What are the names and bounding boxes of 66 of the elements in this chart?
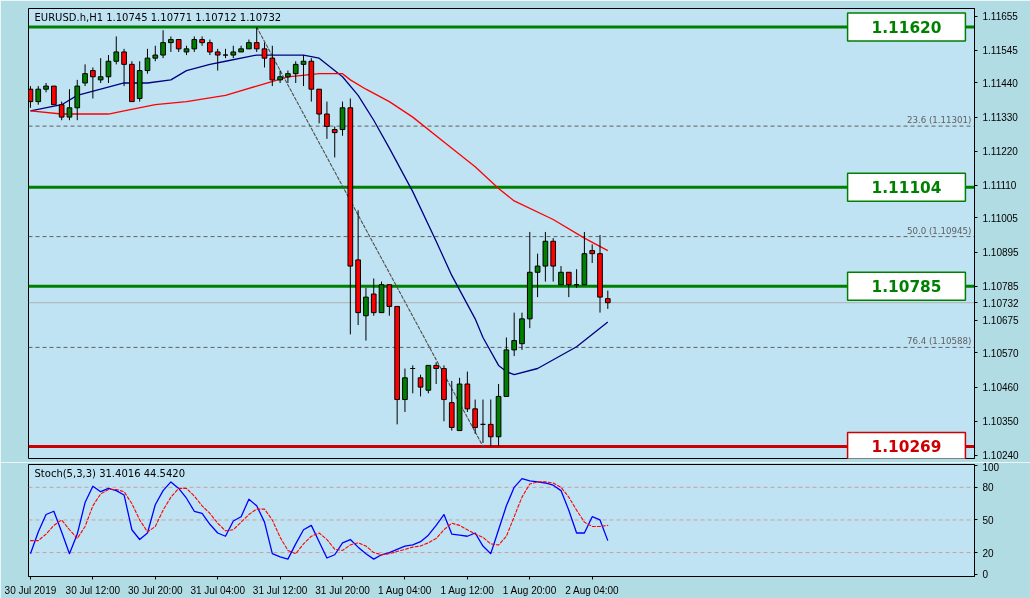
candlestick xyxy=(35,85,42,106)
y-tick-label: 1.10240 xyxy=(982,450,1020,462)
y-tick-label: 50 xyxy=(982,514,995,526)
chart-title: EURUSD.h,H1 1.10745 1.10771 1.10712 1.10732 xyxy=(34,11,282,23)
candlestick xyxy=(565,271,572,298)
candlestick xyxy=(285,70,291,84)
ref-line-label: 1.11104 xyxy=(871,179,942,198)
ref-line-label: 1.10269 xyxy=(871,438,942,457)
candlestick xyxy=(97,57,104,84)
candlestick xyxy=(74,79,81,121)
candlestick xyxy=(277,70,283,84)
y-tick-label: 1.10785 xyxy=(982,281,1020,293)
y-tick-label: 1.10732 xyxy=(982,297,1020,309)
candlestick xyxy=(370,278,377,317)
candlestick xyxy=(113,35,120,65)
x-tick-label: 31 Jul 12:00 xyxy=(252,584,308,596)
x-tick-label: 2 Aug 04:00 xyxy=(565,584,620,596)
y-tick-label: 1.11330 xyxy=(982,112,1019,124)
ref-line-label: 50.0 (1.10945) xyxy=(906,225,972,236)
candlestick xyxy=(51,85,57,106)
y-tick-label: 20 xyxy=(982,547,995,559)
candlestick xyxy=(487,399,494,447)
candlestick xyxy=(324,101,330,140)
candlestick xyxy=(214,48,221,72)
x-tick-label: 30 Jul 2019 xyxy=(4,584,57,596)
candlestick xyxy=(168,35,174,53)
candlestick xyxy=(433,361,439,385)
ref-line-label: 76.4 (1.10588) xyxy=(906,336,972,347)
x-tick-label: 31 Jul 04:00 xyxy=(190,584,246,596)
ref-line-label: 1.10785 xyxy=(871,278,942,297)
candlestick xyxy=(261,42,268,68)
y-tick-label: 1.11110 xyxy=(982,180,1017,192)
candlestick xyxy=(82,63,88,87)
ref-line-label: 23.6 (1.11301) xyxy=(906,115,972,126)
candlestick xyxy=(105,54,112,84)
y-tick-label: 1.11440 xyxy=(982,77,1019,89)
y-tick-label: 1.10460 xyxy=(982,382,1020,394)
x-tick-label: 30 Jul 20:00 xyxy=(128,584,183,596)
candlestick xyxy=(121,48,127,87)
y-tick-label: 1.11655 xyxy=(982,11,1019,23)
y-tick-label: 0 xyxy=(982,569,989,581)
candlestick xyxy=(604,290,611,310)
candlestick xyxy=(292,60,299,84)
y-tick-label: 100 xyxy=(982,461,1000,473)
candlestick xyxy=(511,312,518,357)
y-tick-label: 1.10895 xyxy=(982,247,1020,259)
y-tick-label: 80 xyxy=(982,482,995,494)
candlestick xyxy=(90,66,96,99)
candlestick xyxy=(331,125,338,158)
candlestick xyxy=(253,26,260,53)
x-tick-label: 1 Aug 04:00 xyxy=(377,584,432,596)
x-tick-label: 31 Jul 20:00 xyxy=(315,584,371,596)
y-tick-label: 1.11005 xyxy=(982,212,1019,224)
y-tick-label: 1.10350 xyxy=(982,416,1020,428)
chart-title: Stoch(5,3,3) 31.4016 44.5420 xyxy=(34,467,186,479)
y-tick-label: 1.11545 xyxy=(982,45,1019,57)
x-tick-label: 30 Jul 12:00 xyxy=(65,584,121,596)
candlestick xyxy=(402,368,408,413)
candlestick xyxy=(199,35,205,47)
y-tick-label: 1.10570 xyxy=(982,347,1020,359)
y-tick-label: 1.10675 xyxy=(982,315,1020,327)
ref-line-label: 1.11620 xyxy=(871,19,942,38)
y-tick-label: 1.11220 xyxy=(982,146,1019,158)
candlestick xyxy=(472,399,479,435)
x-tick-label: 1 Aug 12:00 xyxy=(440,584,495,596)
x-tick-label: 1 Aug 20:00 xyxy=(502,584,557,596)
